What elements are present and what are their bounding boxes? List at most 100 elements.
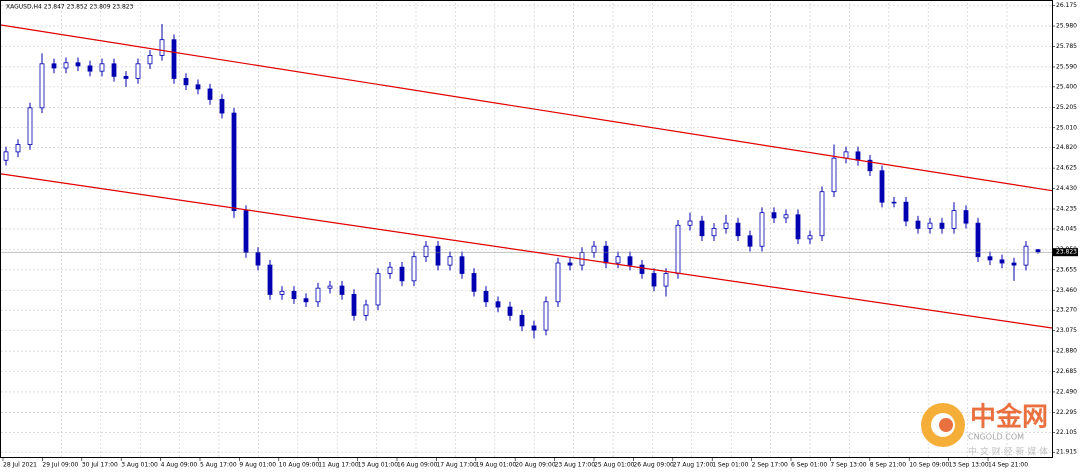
candle-body	[123, 75, 129, 79]
candle-body	[831, 157, 837, 193]
watermark-site: CNGOLD.COM	[968, 433, 1024, 442]
candle-body	[999, 259, 1005, 264]
candle-body	[771, 212, 777, 219]
marks	[0, 23, 1053, 339]
candle-body	[471, 273, 477, 292]
x-tick-label: 19 Aug 01:00	[476, 462, 517, 469]
candle-body	[39, 63, 45, 109]
candle-body	[459, 256, 465, 274]
candle-body	[975, 222, 981, 258]
y-tick-label: 23.075	[1056, 327, 1077, 334]
candle-body	[135, 63, 141, 79]
candle-body	[615, 256, 621, 264]
y-tick-label: 25.010	[1056, 124, 1077, 131]
y-tick-label: 26.175	[1056, 2, 1077, 9]
candle-body	[927, 222, 933, 229]
x-tick-label: 20 Aug 09:00	[515, 462, 556, 469]
candle-body	[819, 191, 825, 237]
candle-body	[447, 256, 453, 266]
y-tick-label: 22.105	[1056, 429, 1077, 436]
y-tick-label: 21.915	[1056, 449, 1077, 456]
candle-body	[387, 266, 393, 274]
candle-body	[483, 290, 489, 303]
candle-body	[1011, 262, 1017, 266]
candle-body	[243, 210, 249, 253]
y-tick-label: 25.980	[1056, 23, 1077, 30]
y-tick-label: 22.295	[1056, 409, 1077, 416]
x-tick-label: 16 Aug 09:00	[397, 462, 438, 469]
y-tick-label: 23.270	[1056, 307, 1077, 314]
candle-body	[987, 256, 993, 261]
y-tick-label: 25.785	[1056, 43, 1077, 50]
candle-body	[531, 325, 537, 331]
candle-body	[543, 301, 549, 331]
candle-body	[339, 285, 345, 295]
x-tick-label: 6 Sep 01:00	[791, 462, 827, 469]
candle-body	[147, 55, 153, 65]
trendline	[0, 173, 1053, 329]
candle-body	[159, 39, 165, 56]
candle-body	[1023, 245, 1029, 266]
candle-body	[651, 273, 657, 287]
y-tick-label: 22.880	[1056, 348, 1077, 355]
candle-body	[375, 273, 381, 306]
candle-body	[735, 222, 741, 237]
x-tick-label: 13 Sep 13:00	[949, 462, 989, 469]
x-tick-label: 7 Sep 13:00	[830, 462, 866, 469]
candle-body	[555, 262, 561, 303]
candle-body	[639, 264, 645, 274]
y-tick-label: 23.460	[1056, 287, 1077, 294]
candle-body	[363, 304, 369, 316]
candle-body	[567, 262, 573, 266]
candle-body	[687, 220, 693, 226]
candle-body	[435, 245, 441, 266]
candle-body	[519, 315, 525, 327]
x-tick-label: 27 Aug 17:00	[673, 462, 714, 469]
candle-body	[15, 144, 21, 153]
candle-body	[663, 273, 669, 287]
candle-body	[711, 228, 717, 237]
candle-body	[267, 264, 273, 295]
y-tick-label: 25.205	[1056, 104, 1077, 111]
candle-body	[291, 290, 297, 300]
candle-body	[507, 306, 513, 316]
chart-title: XAGUSD,H4 23.847 23.852 23.809 23.823	[6, 4, 134, 11]
candle-body	[3, 151, 9, 161]
candle-body	[351, 294, 357, 316]
x-tick-label: 1 Sep 01:00	[712, 462, 748, 469]
candle-body	[939, 222, 945, 229]
x-tick-label: 14 Sep 21:00	[988, 462, 1028, 469]
logo-dot	[939, 418, 953, 432]
trendline	[0, 24, 1053, 192]
candle-body	[171, 39, 177, 79]
x-tick-label: 30 Jul 17:00	[82, 462, 118, 469]
y-tick-label: 24.235	[1056, 206, 1077, 213]
candle-body	[423, 245, 429, 258]
y-tick-label: 25.590	[1056, 63, 1077, 70]
candle-body	[603, 245, 609, 264]
x-tick-label: 23 Aug 17:00	[555, 462, 596, 469]
candle-body	[855, 151, 861, 161]
candle-body	[219, 99, 225, 114]
y-tick-label: 24.625	[1056, 165, 1077, 172]
candle-body	[891, 201, 897, 204]
candle-body	[327, 285, 333, 289]
x-tick-label: 2 Sep 17:00	[752, 462, 788, 469]
candle-body	[699, 220, 705, 237]
candle-body	[903, 201, 909, 222]
x-tick-label: 25 Aug 01:00	[594, 462, 635, 469]
candle-body	[747, 235, 753, 247]
candle-body	[843, 151, 849, 159]
candle-body	[207, 88, 213, 100]
candle-body	[27, 107, 33, 145]
price-tag	[1052, 248, 1078, 257]
y-tick-label: 24.045	[1056, 225, 1077, 232]
candle-body	[111, 63, 117, 77]
candle-body	[951, 210, 957, 229]
candle-body	[495, 301, 501, 308]
candle-body	[51, 63, 57, 69]
x-tick-label: 28 Jul 2021	[3, 462, 37, 469]
watermark-brand: 中金网	[970, 402, 1048, 433]
x-tick-label: 29 Jul 09:00	[42, 462, 78, 469]
candle-body	[867, 159, 873, 172]
